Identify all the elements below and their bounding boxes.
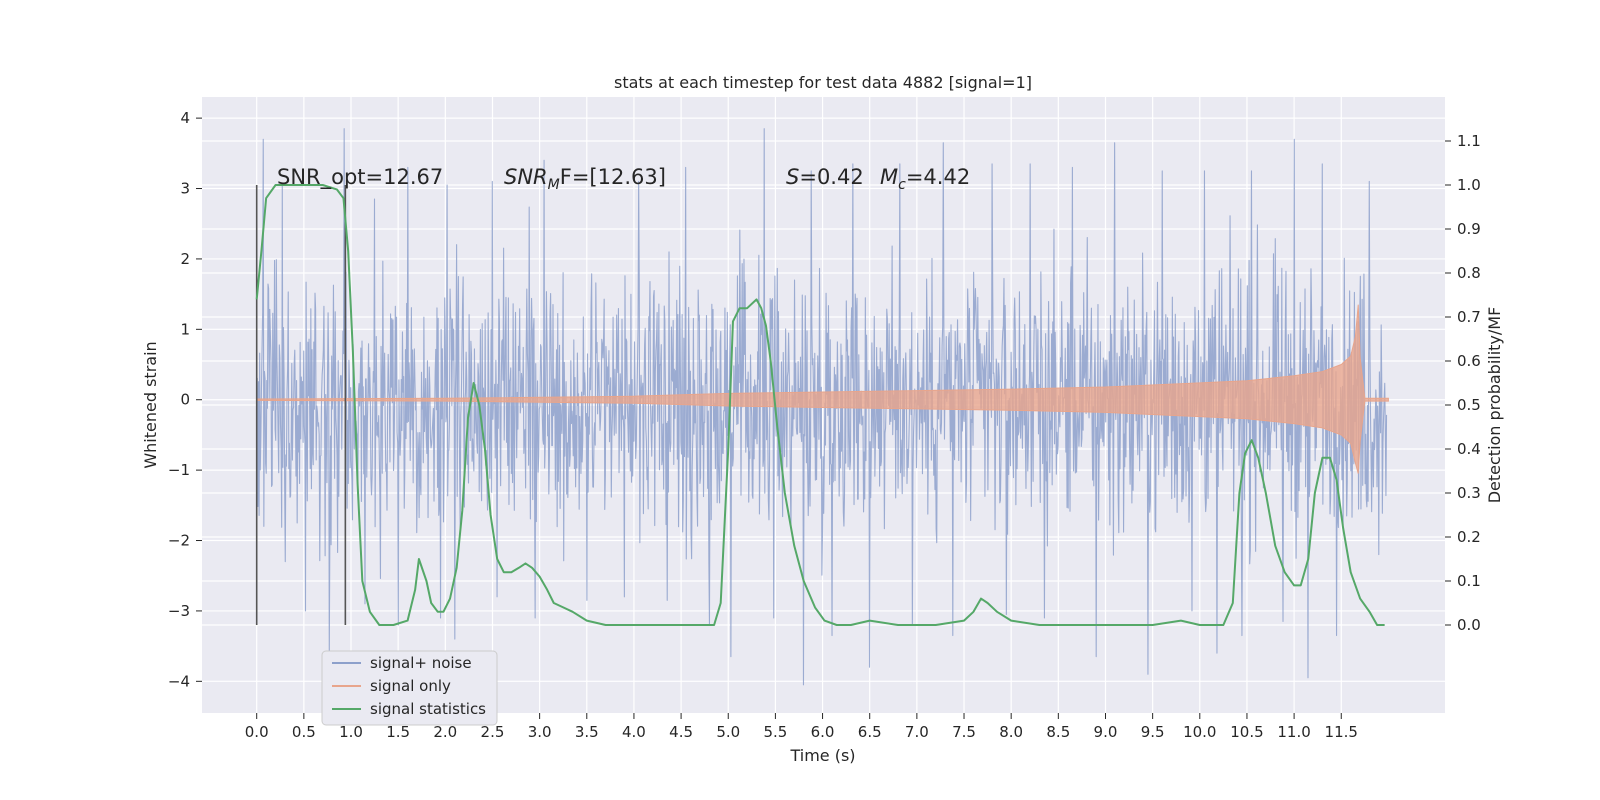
y-right-axis-title: Detection probability/MF (1485, 307, 1504, 504)
x-tick-label: 11.5 (1325, 723, 1358, 741)
y-tick-label: 1 (180, 320, 190, 338)
s-value: =0.42 (799, 165, 863, 189)
x-tick-label: 1.5 (386, 723, 410, 741)
y-right-tick-label: 0.4 (1457, 440, 1481, 458)
x-tick-label: 6.0 (811, 723, 835, 741)
y-right-tick-label: 0.6 (1457, 352, 1481, 370)
x-tick-label: 3.0 (528, 723, 552, 741)
legend-box (321, 650, 498, 726)
snr-mf-subscript: M (548, 177, 560, 193)
y-right-tick-label: 0.9 (1457, 220, 1481, 238)
signal-statistics-line (255, 184, 1385, 626)
x-tick-label: 3.5 (575, 723, 599, 741)
x-tick-label: 10.0 (1183, 723, 1216, 741)
y-right-tick-label: 0.5 (1457, 396, 1481, 414)
y-right-tick-label: 1.0 (1457, 176, 1481, 194)
legend: signal+ noise signal only signal statist… (321, 650, 498, 726)
y-tick-label: −1 (168, 461, 190, 479)
x-tick-label: 5.0 (716, 723, 740, 741)
x-tick-label: 2.0 (433, 723, 457, 741)
mc-annotation: Mc=4.42 (880, 165, 970, 193)
legend-label-signal-only: signal only (370, 677, 451, 695)
y-right-tick-label: 0.7 (1457, 308, 1481, 326)
x-tick-label: 7.0 (905, 723, 929, 741)
y-axis-title: Whitened strain (141, 341, 160, 468)
snr-mf-rest: F=[12.63] (560, 165, 666, 189)
x-axis-title: Time (s) (789, 746, 855, 765)
mc-value: =4.42 (906, 165, 970, 189)
x-tick-label: 7.5 (952, 723, 976, 741)
y-tick-label: 3 (180, 180, 190, 198)
x-tick-label: 4.5 (669, 723, 693, 741)
x-tick-label: 0.0 (245, 723, 269, 741)
y-right-tick-label: 0.3 (1457, 484, 1481, 502)
x-tick-label: 9.0 (1094, 723, 1118, 741)
y-tick-label: 0 (180, 391, 190, 409)
signal-statistics-series (255, 184, 1385, 626)
x-tick-label: 1.0 (339, 723, 363, 741)
y-right-tick-label: 0.2 (1457, 528, 1481, 546)
y-right-tick-label: 1.1 (1457, 132, 1481, 150)
x-tick-label: 8.0 (999, 723, 1023, 741)
x-tick-label: 2.5 (481, 723, 505, 741)
x-tick-label: 0.5 (292, 723, 316, 741)
y-right-tick-label: 0.8 (1457, 264, 1481, 282)
signal-only-series (256, 304, 1389, 474)
s-annotation: S=0.42 (786, 165, 864, 189)
x-tick-label: 10.5 (1230, 723, 1263, 741)
x-tick-label: 5.5 (763, 723, 787, 741)
x-tick-label: 6.5 (858, 723, 882, 741)
x-tick-label: 9.5 (1141, 723, 1165, 741)
snr-mf-annotation: SNRMF=[12.63] (504, 165, 666, 193)
mc-subscript: c (898, 177, 906, 193)
x-tick-label: 4.0 (622, 723, 646, 741)
y-tick-label: −4 (168, 672, 190, 690)
x-tick-label: 11.0 (1277, 723, 1310, 741)
mc-label: M (880, 165, 898, 189)
y-right-tick-label: 0.1 (1457, 572, 1481, 590)
signal-only-band (256, 304, 1389, 474)
legend-label-signal-plus-noise: signal+ noise (370, 654, 472, 672)
snr-mf-prefix: SNR (504, 165, 548, 189)
y-tick-label: 2 (180, 250, 190, 268)
snr-opt-annotation: SNR_opt=12.67 (277, 165, 443, 190)
s-label: S (786, 165, 799, 189)
x-tick-label: 8.5 (1046, 723, 1070, 741)
chart-title: stats at each timestep for test data 488… (614, 73, 1032, 92)
y-tick-label: −2 (168, 532, 190, 550)
signal-plus-noise-line (256, 128, 1388, 686)
legend-label-signal-statistics: signal statistics (370, 700, 486, 718)
y-right-tick-label: 0.0 (1457, 616, 1481, 634)
signal-plus-noise-series (256, 128, 1388, 686)
y-tick-label: 4 (180, 109, 190, 127)
vertical-markers (255, 185, 347, 625)
tick-labels: 0.0 0.5 1.0 1.5 2.0 2.5 3.0 3.5 4.0 4.5 5.0 5.5 6.0 6… (168, 109, 1481, 741)
y-tick-label: −3 (168, 602, 190, 620)
